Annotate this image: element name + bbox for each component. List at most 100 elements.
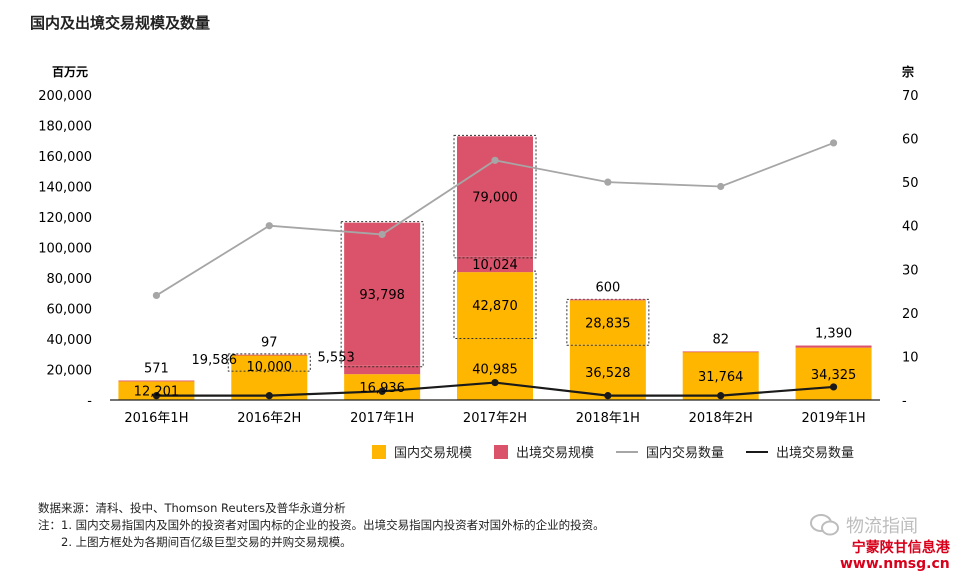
data-label-outbound: 10,024	[472, 258, 518, 273]
bar-segment-outbound	[118, 380, 195, 382]
x-tick-label: 2017年2H	[463, 411, 527, 426]
left-axis-unit: 百万元	[52, 65, 88, 79]
right-axis: 宗 - 10 20 30 40 50 60 70	[902, 64, 919, 409]
point-outbound-count	[265, 392, 273, 400]
x-tick-label: 2017年1H	[350, 411, 414, 426]
left-tick-label: 40,000	[47, 333, 93, 348]
data-label-outbound: 571	[144, 362, 169, 377]
left-axis: 百万元 - 20,000 40,000 60,000 80,000 100,000 120,0…	[38, 65, 92, 409]
legend-swatch	[372, 444, 386, 459]
bar-segment-outbound	[795, 345, 872, 348]
left-tick-label: 140,000	[38, 181, 92, 196]
source-notes: 数据来源：清科、投中、Thomson Reuters及普华永道分析 注：1. 国…	[38, 500, 605, 551]
data-label-domestic: 16,936	[359, 381, 405, 396]
right-tick-label: 10	[902, 350, 919, 365]
bar-segment-domestic	[569, 344, 646, 400]
x-tick-label: 2016年1H	[124, 411, 188, 426]
point-domestic-count	[265, 222, 273, 230]
left-tick-label: 160,000	[38, 150, 92, 165]
bar-segment-outbound	[344, 222, 421, 366]
left-tick-label: -	[87, 394, 92, 409]
data-label-outbound: 79,000	[472, 191, 518, 206]
data-label-outbound: 5,553	[318, 351, 355, 366]
mega-deal-box	[227, 353, 311, 372]
legend-label: 国内交易数量	[646, 446, 725, 461]
left-tick-label: 60,000	[47, 303, 93, 318]
left-tick-label: 120,000	[38, 211, 92, 226]
bars	[118, 134, 872, 400]
watermark-site-name: 宁蒙陕甘信息港	[851, 540, 950, 556]
data-label-domestic: 36,528	[585, 366, 631, 381]
mega-deal-box	[340, 221, 424, 368]
bar-segment-outbound	[457, 136, 533, 257]
point-outbound-count	[491, 378, 499, 387]
data-label-outbound: 93,798	[359, 288, 405, 303]
right-tick-label: 60	[902, 133, 919, 148]
data-label-outbound: 1,390	[815, 327, 852, 342]
left-tick-label: 180,000	[38, 120, 92, 135]
bar-segment-outbound	[344, 365, 421, 375]
chart-title: 国内及出境交易规模及数量	[30, 14, 211, 32]
watermark-site: 宁蒙陕甘信息港 www.nmsg.cn	[840, 540, 950, 572]
data-label-domestic: 19,586	[192, 353, 238, 368]
bar-segment-domestic	[795, 347, 872, 400]
left-tick-label: 100,000	[38, 242, 92, 257]
point-outbound-count	[378, 387, 386, 395]
bar-segment-domestic	[682, 351, 759, 400]
legend-label: 出境交易数量	[776, 446, 855, 461]
bar-segment-domestic	[457, 337, 533, 400]
x-tick-label: 2016年2H	[237, 411, 301, 426]
left-tick-label: 20,000	[47, 364, 93, 379]
bar-segment-domestic	[569, 300, 646, 345]
x-axis: 2016年1H 2016年2H 2017年1H 2017年2H 2018年1H 2018年…	[110, 399, 880, 426]
point-domestic-count	[604, 178, 612, 186]
right-tick-label: 70	[902, 89, 919, 104]
point-outbound-count	[152, 392, 161, 400]
bar-segment-outbound	[682, 351, 759, 353]
data-label-domestic: 34,325	[811, 368, 857, 383]
legend: 国内交易规模 出境交易规模 国内交易数量 出境交易数量	[372, 442, 854, 461]
mega-deal-box	[453, 134, 537, 259]
data-label-domestic: 40,985	[472, 363, 518, 378]
bar-segment-outbound	[457, 256, 533, 273]
x-tick-label: 2018年2H	[689, 411, 753, 426]
point-domestic-count	[152, 291, 161, 300]
mega-deal-box	[566, 298, 650, 346]
bar-segment-outbound	[231, 354, 308, 356]
note-line-2: 2. 上图方框处为各期间百亿级巨型交易的并购交易规模。	[38, 535, 352, 549]
point-domestic-count	[491, 156, 499, 164]
data-label-outbound: 600	[595, 280, 620, 295]
point-outbound-count	[717, 392, 725, 400]
data-labels: 12,201 571 19,586 10,000 97 16,936 5,553 93,798…	[134, 191, 857, 400]
data-label-domestic: 31,764	[698, 370, 744, 385]
bar-segment-domestic	[344, 374, 421, 400]
source-line: 数据来源：清科、投中、Thomson Reuters及普华永道分析	[38, 501, 346, 515]
right-tick-label: 30	[902, 263, 919, 278]
right-axis-unit: 宗	[902, 64, 914, 79]
legend-label: 出境交易规模	[516, 446, 595, 461]
point-domestic-count	[717, 182, 725, 191]
watermark-text: 物流指闻	[846, 516, 918, 537]
data-label-outbound: 97	[261, 336, 278, 351]
watermark-brand: 物流指闻	[810, 512, 918, 538]
lines	[152, 139, 838, 400]
data-label-domestic: 12,201	[134, 385, 180, 400]
note-line-1: 注：1. 国内交易指国内及国外的投资者对国内标的企业的投资。出境交易指国内投资者…	[38, 518, 605, 532]
x-tick-label: 2019年1H	[802, 411, 866, 426]
legend-line-swatch	[616, 450, 639, 453]
right-tick-label: 50	[902, 176, 919, 191]
point-domestic-count	[378, 230, 386, 239]
point-domestic-count	[829, 139, 838, 147]
legend-swatch	[494, 444, 509, 459]
right-tick-label: 20	[902, 307, 919, 322]
bar-segment-outbound	[569, 299, 646, 301]
left-tick-label: 80,000	[47, 272, 93, 287]
bar-segment-domestic	[231, 354, 308, 371]
data-label-domestic: 28,835	[585, 316, 631, 331]
right-tick-label: 40	[902, 220, 919, 235]
data-label-domestic: 42,870	[472, 299, 518, 314]
legend-item-outbound-value: 出境交易规模	[494, 442, 594, 461]
legend-item-domestic-value: 国内交易规模	[372, 442, 472, 461]
legend-item-outbound-count: 出境交易数量	[746, 442, 854, 461]
